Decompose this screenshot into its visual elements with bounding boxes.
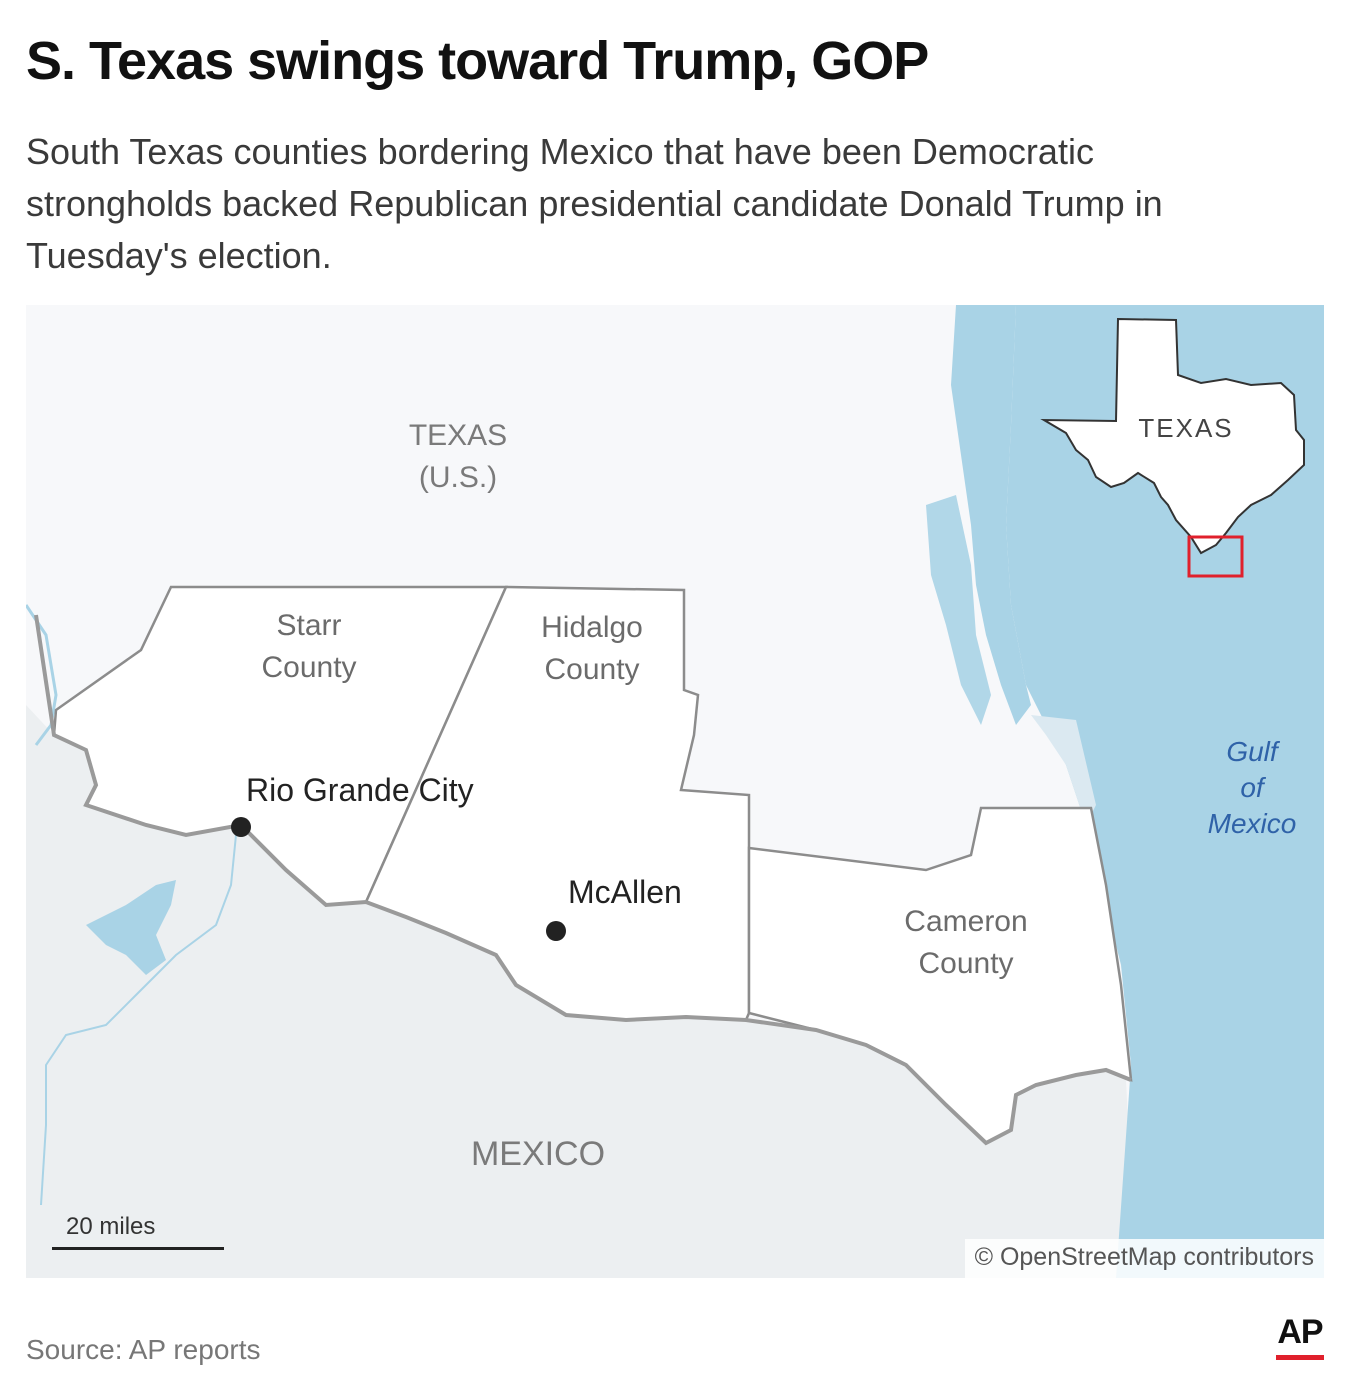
map-attribution: © OpenStreetMap contributors [964, 1239, 1324, 1278]
cameron-county-label: Cameron [904, 905, 1027, 938]
scale-bar [52, 1247, 224, 1250]
inset-texas-shape [1040, 317, 1305, 555]
ap-logo-bar [1276, 1355, 1324, 1360]
rio-grande-border [34, 614, 1132, 1146]
gulf-label-1: Gulf [1226, 736, 1281, 767]
mcallen-label: McAllen [568, 874, 682, 910]
gulf-label-3: Mexico [1208, 808, 1297, 839]
source-note: Source: AP reports [26, 1334, 261, 1365]
coastal-wetlands [926, 495, 991, 725]
mcallen-marker [546, 921, 566, 941]
laguna-madre [951, 305, 1031, 725]
subheadline: South Texas counties bordering Mexico th… [26, 131, 1163, 276]
starr-county-label-2: County [261, 651, 356, 684]
gulf-label-2: of [1240, 772, 1267, 803]
falcon-reservoir [86, 880, 176, 975]
river-mexico [40, 834, 237, 1206]
cameron-county-label-2: County [918, 947, 1013, 980]
texas-label: TEXAS [409, 419, 507, 452]
mexico-label: MEXICO [471, 1135, 605, 1173]
barrier-island [1031, 715, 1096, 825]
map-canvas: TEXAS (U.S.) MEXICO Starr County Hidalgo… [26, 305, 1324, 1278]
hidalgo-county-label-2: County [544, 653, 639, 686]
inset-texas-label: TEXAS [1138, 413, 1233, 443]
ap-logo: AP [1276, 1313, 1324, 1363]
gulf-water [1006, 305, 1324, 1278]
rio-grande-city-label: Rio Grande City [246, 772, 474, 808]
rio-grande-city-marker [231, 817, 251, 837]
inset-highlight-box [1187, 535, 1244, 578]
inset-locator: TEXAS [1040, 317, 1305, 578]
ap-logo-text: AP [1277, 1313, 1323, 1351]
hidalgo-county-label: Hidalgo [541, 611, 643, 644]
scale-label: 20 miles [66, 1213, 156, 1240]
headline: S. Texas swings toward Trump, GOP [26, 31, 929, 91]
mexico-land [26, 705, 1136, 1278]
texas-sublabel: (U.S.) [419, 461, 497, 494]
starr-county-label: Starr [276, 609, 341, 642]
map: TEXAS (U.S.) MEXICO Starr County Hidalgo… [26, 305, 1324, 1278]
